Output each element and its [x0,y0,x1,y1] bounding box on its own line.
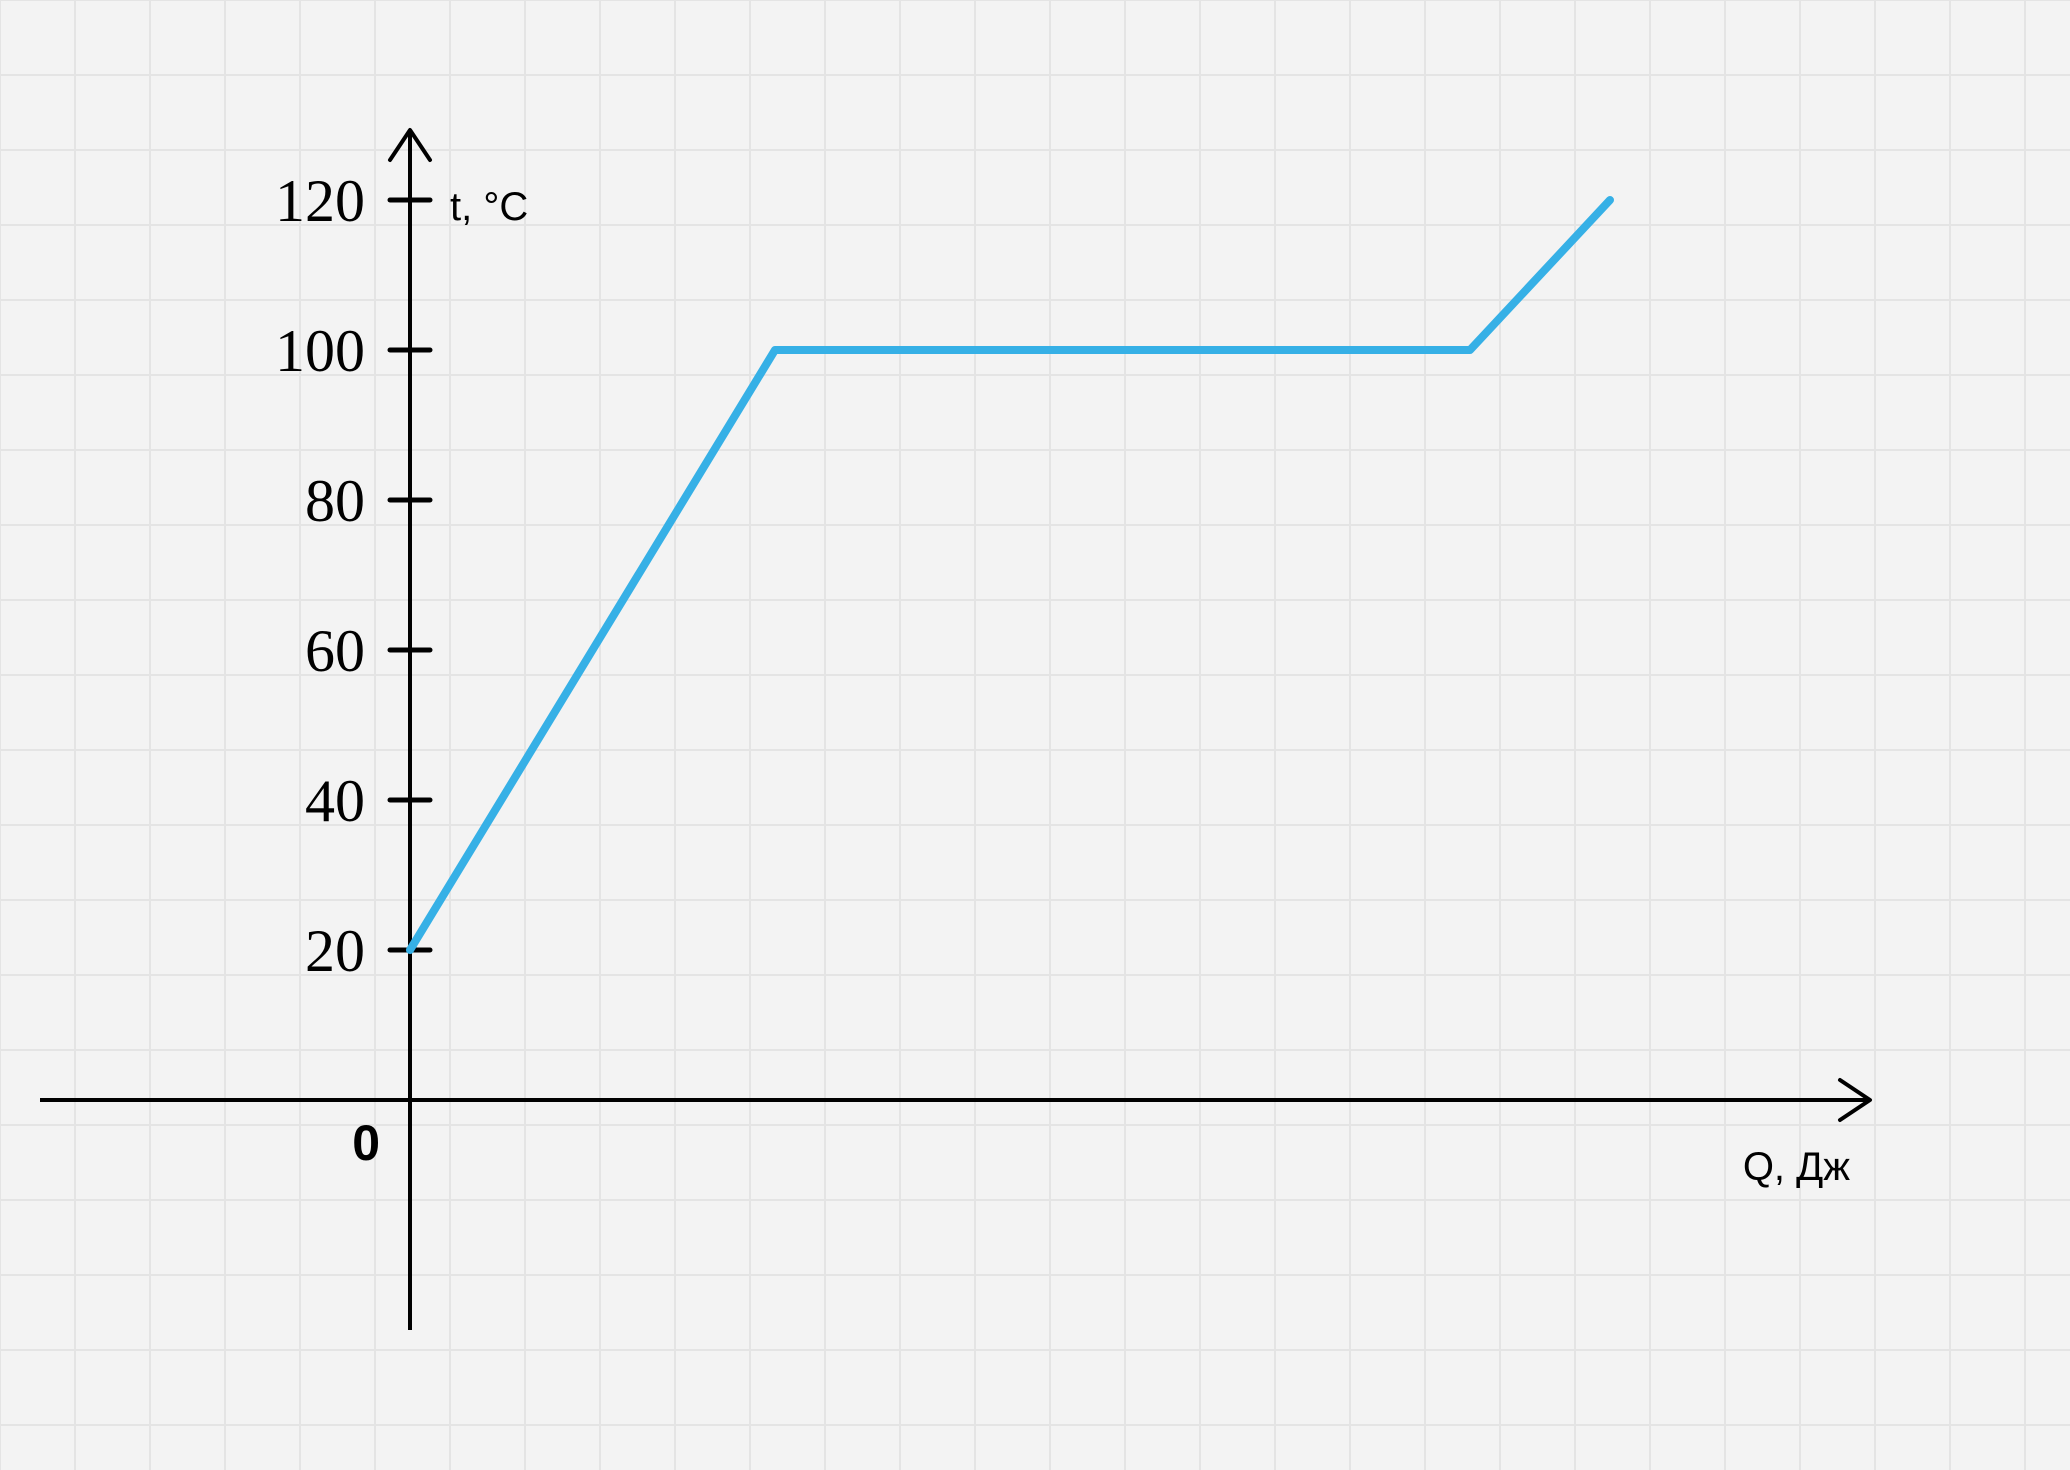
origin-label: 0 [352,1115,380,1171]
y-axis-label: t, °C [450,185,528,229]
chart-svg: 20 40 60 80 100 120 t, °C Q, Дж 0 [0,0,2070,1470]
y-tick-label: 80 [305,468,365,534]
y-tick-label: 100 [275,318,365,384]
y-tick-label: 20 [305,918,365,984]
y-tick-label: 60 [305,618,365,684]
y-tick-label: 40 [305,768,365,834]
x-axis-label: Q, Дж [1743,1145,1850,1189]
chart-container: { "chart": { "type": "line", "background… [0,0,2070,1470]
y-tick-label: 120 [275,168,365,234]
